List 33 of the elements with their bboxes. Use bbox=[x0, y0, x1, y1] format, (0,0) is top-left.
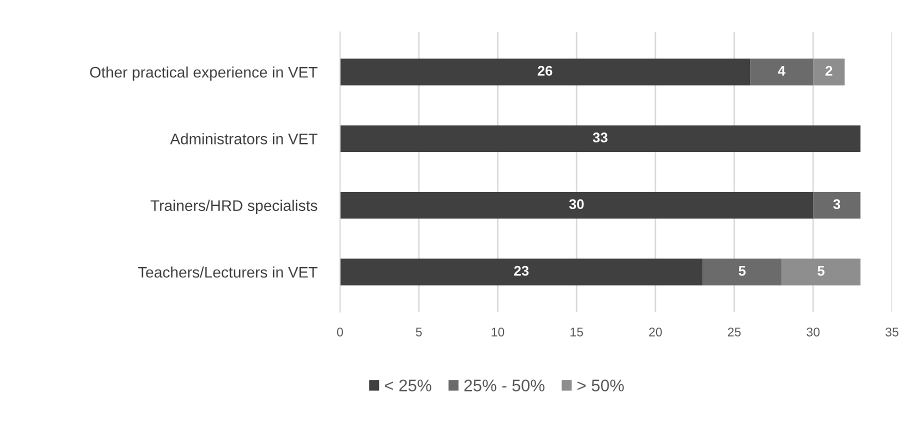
legend-label: > 50% bbox=[578, 380, 624, 392]
bar bbox=[750, 58, 814, 86]
x-tick-label: 30 bbox=[806, 328, 820, 336]
bar bbox=[340, 192, 814, 219]
data-label: 33 bbox=[592, 132, 608, 142]
bar bbox=[813, 192, 860, 219]
y-tick-label: Trainers/HRD specialists bbox=[150, 200, 318, 214]
x-tick-label: 0 bbox=[337, 328, 343, 336]
y-tick-label: Teachers/Lecturers in VET bbox=[138, 266, 318, 278]
data-label: 26 bbox=[538, 66, 552, 76]
data-label: 23 bbox=[514, 266, 529, 276]
bar bbox=[702, 258, 782, 286]
legend-label: < 25% bbox=[384, 380, 432, 392]
bar bbox=[340, 258, 703, 286]
data-label: 5 bbox=[818, 266, 825, 276]
y-tick-label: Other practical experience in VET bbox=[90, 66, 318, 81]
data-label: 30 bbox=[569, 199, 584, 210]
x-tick-label: 10 bbox=[492, 328, 504, 336]
bar bbox=[340, 58, 750, 86]
bar bbox=[782, 258, 860, 286]
legend-label: 25% - 50% bbox=[464, 380, 544, 392]
x-tick-label: 15 bbox=[570, 328, 583, 336]
data-label: 2 bbox=[826, 66, 832, 76]
x-tick-label: 35 bbox=[886, 328, 898, 336]
y-tick-label: Administrators in VET bbox=[170, 133, 318, 144]
x-tick-label: 20 bbox=[649, 328, 662, 336]
data-label: 3 bbox=[833, 199, 840, 210]
data-label: 4 bbox=[778, 66, 786, 76]
x-tick-label: 25 bbox=[728, 328, 741, 336]
data-label: 5 bbox=[738, 266, 746, 276]
x-tick-label: 5 bbox=[416, 328, 422, 336]
bar bbox=[340, 125, 860, 152]
bar bbox=[813, 58, 845, 86]
